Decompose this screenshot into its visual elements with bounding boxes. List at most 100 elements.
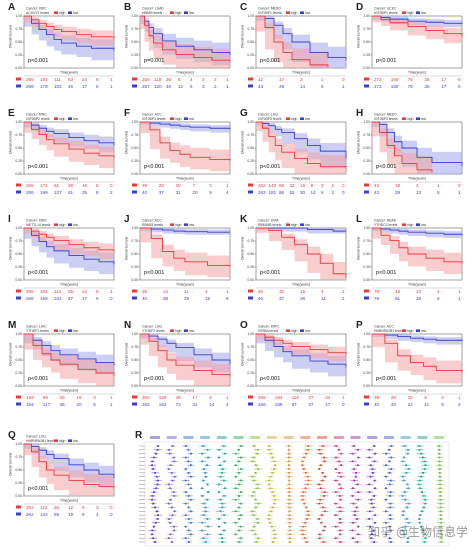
hazard-point	[288, 464, 290, 467]
p-value: p<0.001	[28, 376, 48, 382]
risk-count-high: 12	[416, 289, 422, 294]
hazard-point	[251, 529, 254, 532]
hazard-point	[288, 498, 291, 501]
y-axis-label: Overall survival	[241, 343, 245, 366]
hazard-point	[374, 514, 376, 517]
risk-count-low: 9	[82, 512, 85, 517]
hazard-point	[173, 510, 176, 513]
y-tick-label: 0.50	[247, 40, 254, 44]
y-tick-label: 0.00	[131, 384, 138, 388]
risk-count-low: 38	[60, 402, 66, 407]
risk-count-low: 37	[279, 296, 285, 301]
y-axis-label: Overall survival	[125, 131, 129, 154]
hazard-point	[288, 475, 291, 478]
hazard-point	[389, 506, 392, 509]
hazard-point	[339, 487, 342, 490]
hazard-point	[384, 521, 387, 524]
risk-count-low: 20	[76, 402, 82, 407]
risk-count-low: 5	[93, 402, 96, 407]
ci-band-high	[256, 334, 346, 362]
risk-count-low: 1	[458, 190, 461, 195]
legend-high: high	[59, 329, 66, 333]
hazard-point	[357, 456, 360, 459]
y-tick-label: 0.25	[15, 371, 22, 375]
panel-letter: H	[356, 108, 364, 119]
cancer-label: Cancer: KIRC	[26, 7, 47, 11]
legend-swatch-high	[286, 117, 290, 120]
hazard-point	[251, 495, 254, 497]
hazard-point	[356, 541, 359, 543]
hazard-point	[202, 537, 205, 540]
hazard-point	[155, 452, 157, 455]
hazard-point	[352, 502, 355, 505]
hazard-point	[303, 456, 305, 459]
risk-count-low: 37	[159, 190, 165, 195]
risk-count-high: 3	[209, 183, 212, 188]
hazard-point	[438, 452, 441, 455]
hazard-point	[301, 498, 304, 501]
legend-swatch-low	[416, 223, 420, 226]
risk-count-low: 40	[258, 296, 264, 301]
y-tick-label: 0.00	[363, 384, 370, 388]
risk-count-high: 2	[214, 77, 217, 82]
hazard-point	[438, 468, 441, 470]
hazard-point	[201, 521, 204, 524]
hazard-point	[269, 452, 272, 455]
hazard-point	[202, 479, 205, 482]
hazard-point	[318, 483, 321, 486]
risk-swatch-low	[16, 84, 21, 88]
risk-count-low: 3	[202, 84, 205, 89]
hazard-point	[369, 510, 371, 513]
hazard-point	[440, 525, 442, 528]
legend-text: YTHDF2 levels	[142, 329, 165, 333]
risk-count-high: 1	[226, 183, 229, 188]
hazard-point	[157, 445, 159, 447]
hazard-point	[256, 487, 259, 490]
hazard-point	[234, 475, 237, 478]
panel-d: D Cancer: UCEC IGF2BP1 levels high low 0.00 0.…	[356, 2, 468, 108]
curve-high	[256, 227, 347, 278]
hazard-point	[340, 475, 342, 478]
hazard-point	[168, 518, 170, 520]
hazard-point	[218, 491, 220, 493]
hazard-point	[351, 460, 354, 463]
risk-count-low: 51	[395, 296, 401, 301]
risk-count-high: 3	[93, 395, 96, 400]
y-tick-label: 0.25	[363, 159, 370, 163]
hazard-point	[439, 487, 442, 490]
hazard-point	[173, 495, 176, 497]
hazard-point	[390, 445, 393, 447]
column-header-bar	[350, 436, 361, 439]
hazard-point	[254, 498, 257, 501]
hazard-point	[368, 483, 371, 486]
risk-count-low: 17	[325, 402, 331, 407]
risk-count-high: 35	[424, 77, 430, 82]
hazard-point	[269, 510, 272, 513]
hazard-point	[407, 487, 410, 490]
hazard-point	[187, 471, 190, 474]
risk-count-low: 97	[292, 402, 298, 407]
y-tick-label: 0.50	[363, 252, 370, 256]
curve-low	[372, 121, 463, 167]
hazard-point	[171, 506, 173, 509]
hazard-point	[418, 479, 421, 482]
hazard-point	[189, 510, 192, 513]
hazard-point	[168, 487, 171, 490]
legend-swatch-high	[54, 439, 58, 442]
hazard-point	[272, 529, 275, 532]
cancer-label: Cancer: MESO	[374, 113, 397, 117]
hazard-point	[403, 456, 405, 459]
curve-low	[24, 121, 115, 146]
hazard-point	[368, 518, 371, 520]
hazard-point	[357, 533, 360, 536]
risk-swatch-high	[16, 77, 21, 81]
hazard-point	[339, 506, 341, 509]
cancer-label: Cancer: LUAD	[142, 7, 164, 11]
hazard-point	[319, 487, 322, 490]
y-tick-label: 0.00	[131, 66, 138, 70]
legend-high: high	[175, 11, 182, 15]
legend-swatch-high	[54, 117, 58, 120]
